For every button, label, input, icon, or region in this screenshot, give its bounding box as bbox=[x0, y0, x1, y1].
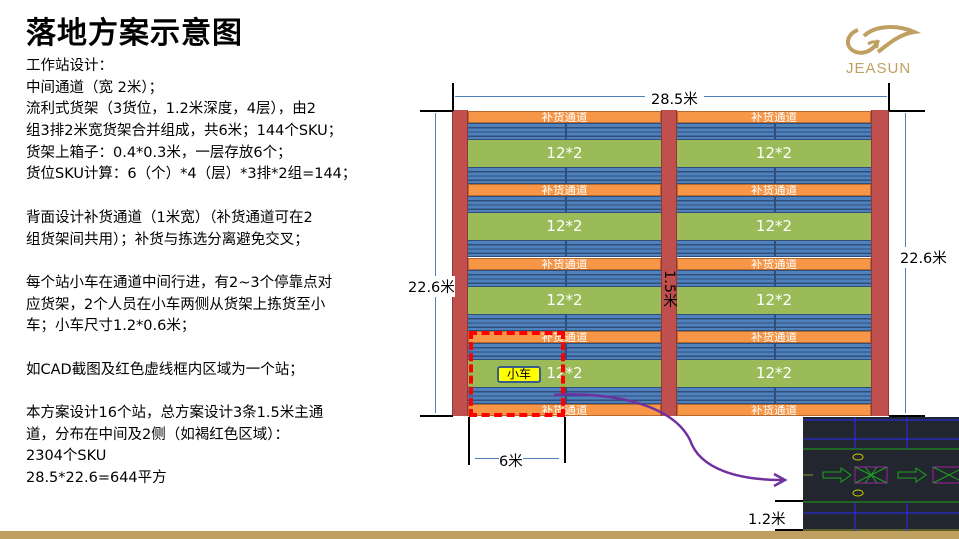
replenish-aisle: 补货通道 bbox=[677, 330, 871, 343]
station-width-label: 6米 bbox=[499, 450, 523, 471]
cad-screenshot bbox=[803, 417, 959, 533]
cart-label: 小车 bbox=[497, 366, 541, 383]
replenish-aisle: 补货通道 bbox=[468, 184, 661, 197]
main-aisle-label: 1.5米 bbox=[661, 270, 677, 308]
description-line bbox=[26, 381, 426, 403]
description-line: 2304个SKU bbox=[26, 448, 107, 465]
replenish-aisle: 补货通道 bbox=[677, 111, 871, 123]
flow-rack bbox=[677, 240, 871, 258]
replenish-aisle: 补货通道 bbox=[468, 257, 661, 270]
dim-tick bbox=[889, 415, 925, 417]
flow-rack bbox=[677, 386, 871, 404]
description-line: 每个站小车在通道中间行进，有2~3个停靠点对 bbox=[26, 274, 333, 291]
description-line: 道，分布在中间及2侧（如褐红色区域）： bbox=[26, 426, 289, 443]
page-title: 落地方案示意图 bbox=[26, 16, 243, 51]
station-boundary bbox=[469, 331, 565, 417]
zoom-arrow-icon bbox=[553, 393, 788, 488]
flow-rack bbox=[677, 167, 871, 184]
description-text: 工作站设计： 中间通道（宽 2米）； 流利式货架（3货位，1.2米深度，4层），由2… bbox=[26, 56, 426, 490]
dim-tick bbox=[775, 500, 803, 502]
jeasun-logo: JEASUN bbox=[838, 22, 922, 82]
description-line: 车；小车尺寸1.2*0.6米； bbox=[26, 318, 196, 335]
logo-text: JEASUN bbox=[846, 60, 912, 77]
replenish-aisle: 补货通道 bbox=[677, 184, 871, 197]
dim-tick bbox=[889, 110, 925, 112]
cad-drawing bbox=[803, 417, 959, 533]
height-label-right: 22.6米 bbox=[900, 247, 947, 268]
pick-zone: 12*2 bbox=[677, 359, 871, 387]
dim-tick bbox=[775, 529, 803, 531]
description-line: 货位SKU计算：6（个）*4（层）*3排*2组=144； bbox=[26, 166, 357, 183]
flow-rack bbox=[677, 313, 871, 331]
dim-tick bbox=[888, 83, 890, 111]
description-line: 如CAD截图及红色虚线框内区域为一个站； bbox=[26, 361, 304, 378]
pick-zone: 12*2 bbox=[677, 213, 871, 241]
description-line: 流利式货架（3货位，1.2米深度，4层），由2 bbox=[26, 101, 316, 118]
description-line: 应货架，2个人员在小车两侧从货架上拣货至小 bbox=[26, 296, 326, 313]
description-line: 28.5*22.6=644平方 bbox=[26, 470, 167, 487]
pick-zone: 12*2 bbox=[468, 140, 661, 167]
logo-mark-icon bbox=[846, 25, 922, 55]
footer-bar bbox=[0, 531, 959, 539]
replenish-aisle: 补货通道 bbox=[677, 257, 871, 270]
description-line bbox=[26, 186, 426, 208]
cad-depth-label: 1.2米 bbox=[748, 512, 786, 528]
dim-tick bbox=[564, 417, 566, 463]
height-dimension-line-left bbox=[435, 113, 436, 413]
description-line: 货架上箱子：0.4*0.3米，一层存放6个； bbox=[26, 144, 292, 161]
pick-zone: 12*2 bbox=[468, 286, 661, 314]
flow-rack bbox=[468, 167, 661, 184]
pick-zone: 12*2 bbox=[677, 286, 871, 314]
description-line: 组货架间共用）；补货与拣选分离避免交叉； bbox=[26, 231, 309, 248]
dim-tick bbox=[420, 110, 453, 112]
flow-rack bbox=[677, 269, 871, 287]
main-aisle-left bbox=[452, 110, 468, 416]
description-line: 本方案设计16个站，总方案设计3条1.5米主通 bbox=[26, 405, 324, 421]
description-line bbox=[26, 338, 426, 360]
pick-zone: 12*2 bbox=[677, 140, 871, 167]
description-line: 组3排2米宽货架合并组成，共6米；144个SKU； bbox=[26, 123, 343, 140]
flow-rack bbox=[468, 269, 661, 287]
dim-tick bbox=[420, 415, 453, 417]
dim-tick bbox=[452, 83, 454, 111]
flow-rack bbox=[677, 196, 871, 214]
flow-rack bbox=[677, 123, 871, 140]
dim-tick bbox=[468, 417, 470, 465]
description-line: 工作站设计： bbox=[26, 58, 113, 74]
main-aisle-middle bbox=[661, 110, 677, 416]
replenish-aisle: 补货通道 bbox=[677, 404, 871, 416]
replenish-aisle: 补货通道 bbox=[468, 111, 661, 123]
flow-rack bbox=[468, 240, 661, 258]
description-line: 背面设计补货通道（1米宽）（补货通道可在2 bbox=[26, 209, 313, 226]
flow-rack bbox=[677, 342, 871, 360]
flow-rack bbox=[468, 123, 661, 140]
flow-rack bbox=[468, 313, 661, 331]
height-label-left: 22.6米 bbox=[408, 276, 455, 297]
flow-rack bbox=[468, 196, 661, 214]
width-label: 28.5米 bbox=[645, 88, 704, 109]
pick-zone: 12*2 bbox=[468, 213, 661, 241]
main-aisle-right bbox=[871, 110, 889, 416]
description-line bbox=[26, 251, 426, 273]
description-line: 中间通道（宽 2米）； bbox=[26, 79, 164, 96]
